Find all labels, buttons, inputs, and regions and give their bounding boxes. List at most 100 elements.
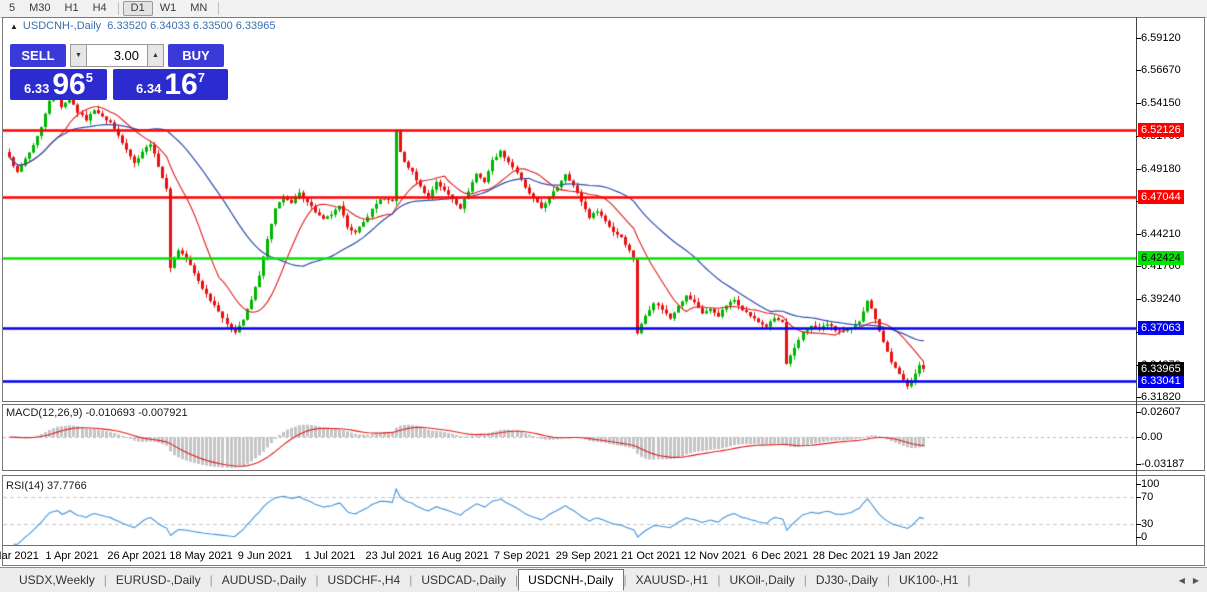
price-axis-tick: 100 xyxy=(1141,478,1160,490)
chart-symbol-label: USDCNH-,Daily xyxy=(22,20,102,32)
price-line-label: 6.47044 xyxy=(1138,190,1184,204)
toolbar-separator xyxy=(117,2,119,15)
buy-button[interactable]: BUY xyxy=(168,44,224,67)
price-axis-tick: 6.56670 xyxy=(1141,64,1181,76)
axis-tick-mark xyxy=(1136,266,1141,267)
price-line-label: 6.42424 xyxy=(1138,251,1184,265)
price-axis-tick: 0 xyxy=(1141,531,1148,543)
chart-title: ▲ USDCNH-,Daily 6.33520 6.34033 6.33500 6… xyxy=(10,20,276,32)
volume-decrease-button[interactable]: ▼ xyxy=(70,44,87,67)
chevron-up-icon: ▲ xyxy=(152,52,159,59)
axis-tick-mark xyxy=(1136,484,1141,485)
axis-tick-mark xyxy=(1136,497,1141,498)
scroll-right-icon[interactable]: ▶ xyxy=(1192,575,1199,585)
time-axis-label: 1 Jul 2021 xyxy=(304,550,356,562)
timeframe-button-h1[interactable]: H1 xyxy=(64,2,79,14)
price-axis-tick: -0.03187 xyxy=(1141,458,1185,470)
toolbar-separator xyxy=(218,2,220,15)
axis-tick-mark xyxy=(1136,38,1141,39)
chart-tab-eurusd-[interactable]: EURUSD-,Daily xyxy=(115,573,201,587)
time-axis-label: 26 Apr 2021 xyxy=(107,550,167,562)
scroll-left-icon[interactable]: ◀ xyxy=(1178,575,1185,585)
pane-splitter[interactable] xyxy=(2,401,1205,405)
time-axis-label: 19 Jan 2022 xyxy=(877,550,939,562)
time-axis-label: 6 Dec 2021 xyxy=(751,550,809,562)
timeframe-button-h4[interactable]: H4 xyxy=(92,2,107,14)
axis-tick-mark xyxy=(1136,397,1141,398)
chart-tab-usdcnh-[interactable]: USDCNH-,Daily xyxy=(518,569,624,591)
volume-increase-button[interactable]: ▲ xyxy=(147,44,164,67)
sell-price-big: 96 xyxy=(52,67,86,101)
sell-button[interactable]: SELL xyxy=(10,44,66,67)
timeframe-button-m30[interactable]: M30 xyxy=(29,2,51,14)
pane-splitter[interactable] xyxy=(2,470,1205,476)
timeframe-toolbar: 5 M30 H1 H4 D1 W1 MN xyxy=(0,0,1207,18)
price-axis-tick: 6.49180 xyxy=(1141,163,1181,175)
timeframe-button-mn[interactable]: MN xyxy=(190,2,208,14)
axis-tick-mark xyxy=(1136,299,1141,300)
chevron-down-icon: ▼ xyxy=(75,52,82,59)
price-axis-tick: 6.44210 xyxy=(1141,228,1181,240)
time-axis-label: 12 Nov 2021 xyxy=(683,550,747,562)
price-axis-tick: 0.02607 xyxy=(1141,406,1181,418)
sell-price-box[interactable]: 6.33 96 5 xyxy=(10,69,107,100)
price-line-label: 6.52126 xyxy=(1138,123,1184,137)
buy-price-box[interactable]: 6.34 16 7 xyxy=(113,69,228,100)
chart-tab-audusd-[interactable]: AUDUSD-,Daily xyxy=(221,573,307,587)
axis-tick-mark xyxy=(1136,169,1141,170)
price-axis-tick: 70 xyxy=(1141,491,1154,503)
axis-tick-mark xyxy=(1136,70,1141,71)
timeframe-button-d1[interactable]: D1 xyxy=(122,1,153,16)
time-axis-label: 29 Sep 2021 xyxy=(555,550,619,562)
collapse-icon[interactable]: ▲ xyxy=(10,22,18,31)
tab-separator: | xyxy=(409,573,413,587)
chart-tab-usdchf-[interactable]: USDCHF-,H4 xyxy=(327,573,401,587)
tab-separator: | xyxy=(886,573,891,587)
time-axis-label: 18 May 2021 xyxy=(169,550,233,562)
tab-separator: | xyxy=(209,573,213,587)
buy-price-sup: 7 xyxy=(197,70,205,85)
time-axis-label: 23 Jul 2021 xyxy=(365,550,423,562)
sell-price-small: 6.33 xyxy=(24,81,50,96)
timeframe-button-5[interactable]: 5 xyxy=(9,2,16,14)
volume-input[interactable] xyxy=(87,44,147,67)
chart-tab-bar: USDX,Weekly | EURUSD-,Daily | AUDUSD-,Daily |… xyxy=(0,567,1207,592)
tab-separator: | xyxy=(315,573,319,587)
time-axis-line xyxy=(2,545,1205,546)
tab-separator: | xyxy=(803,573,807,587)
timeframe-button-w1[interactable]: W1 xyxy=(159,2,177,14)
chart-tab-dj30-[interactable]: DJ30-,Daily xyxy=(815,573,878,587)
axis-tick-mark xyxy=(1136,464,1141,465)
price-axis-tick: 30 xyxy=(1141,518,1154,530)
chart-tab-uk100-[interactable]: UK100-,H1 xyxy=(899,573,959,587)
price-line-label: 6.37063 xyxy=(1138,321,1184,335)
time-axis-label: 28 Dec 2021 xyxy=(812,550,876,562)
tab-separator: | xyxy=(967,573,971,587)
chart-tab-ukoil-[interactable]: UKOil-,Daily xyxy=(729,573,795,587)
price-axis-tick: 6.31820 xyxy=(1141,391,1181,403)
macd-indicator-label: MACD(12,26,9) -0.010693 -0.007921 xyxy=(6,407,188,419)
time-axis-label: 7 Sep 2021 xyxy=(493,550,551,562)
axis-tick-mark xyxy=(1136,537,1141,538)
rsi-indicator-label: RSI(14) 37.7766 xyxy=(6,480,87,492)
tab-nav-arrows: ◀ ▶ xyxy=(1179,576,1207,585)
one-click-trading-panel: SELL ▼ ▲ BUY 6.33 96 5 6.34 16 7 xyxy=(10,44,228,100)
time-axis-label: 10 Mar 2021 xyxy=(0,550,39,562)
tab-separator: | xyxy=(717,573,721,587)
chart-ohlc-values: 6.33520 6.34033 6.33500 6.33965 xyxy=(107,20,276,32)
chart-tab-usdx[interactable]: USDX,Weekly xyxy=(19,573,95,587)
chart-tab-usdcad-[interactable]: USDCAD-,Daily xyxy=(421,573,507,587)
rsi-pane-canvas[interactable] xyxy=(3,476,1136,545)
time-axis-label: 1 Apr 2021 xyxy=(45,550,99,562)
axis-tick-mark xyxy=(1136,524,1141,525)
chart-tab-xauusd-[interactable]: XAUUSD-,H1 xyxy=(635,573,709,587)
axis-tick-mark xyxy=(1136,412,1141,413)
price-axis-tick: 6.39240 xyxy=(1141,293,1181,305)
tab-separator: | xyxy=(103,573,107,587)
time-axis-label: 16 Aug 2021 xyxy=(427,550,489,562)
current-price-label: 6.33965 xyxy=(1138,362,1184,376)
buy-price-big: 16 xyxy=(164,67,198,101)
price-axis-tick: 6.59120 xyxy=(1141,32,1181,44)
macd-pane-canvas[interactable] xyxy=(3,405,1136,470)
